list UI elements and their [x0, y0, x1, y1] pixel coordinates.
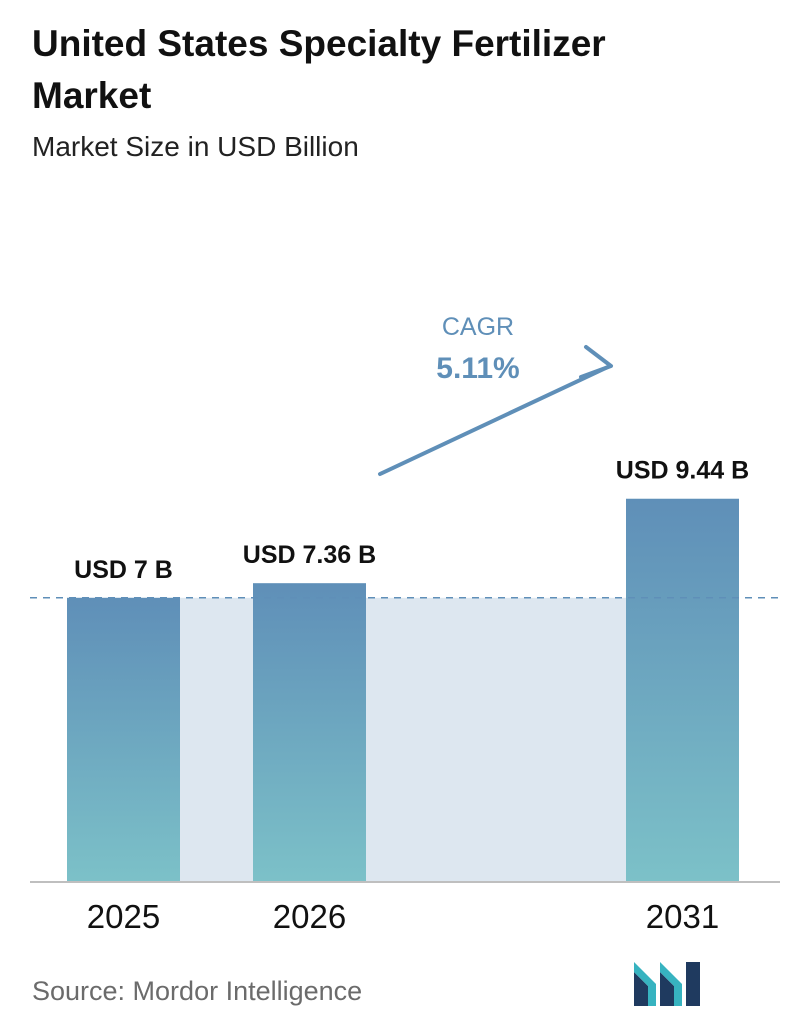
chart-title: United States Specialty Fertilizer Marke…	[32, 23, 606, 116]
cagr-arrow	[378, 364, 612, 476]
cagr-label: CAGR	[442, 313, 514, 341]
chart-subtitle: Market Size in USD Billion	[32, 131, 359, 162]
x-tick-label-2031: 2031	[646, 898, 719, 935]
data-label-2025: USD 7 B	[74, 556, 173, 584]
source-note: Source: Mordor Intelligence	[32, 976, 363, 1006]
data-label-2026: USD 7.36 B	[243, 541, 376, 569]
cagr-value: 5.11%	[436, 352, 519, 385]
bar-2026	[253, 583, 366, 882]
bar-2031	[626, 498, 739, 882]
cagr-arrowhead-icon	[579, 345, 613, 379]
x-tick-label-2026: 2026	[273, 898, 346, 935]
data-label-2031: USD 9.44 B	[616, 457, 749, 485]
bar-2025	[67, 597, 180, 882]
x-tick-label-2025: 2025	[87, 898, 160, 935]
mordor-intelligence-logo-icon	[634, 962, 700, 1006]
